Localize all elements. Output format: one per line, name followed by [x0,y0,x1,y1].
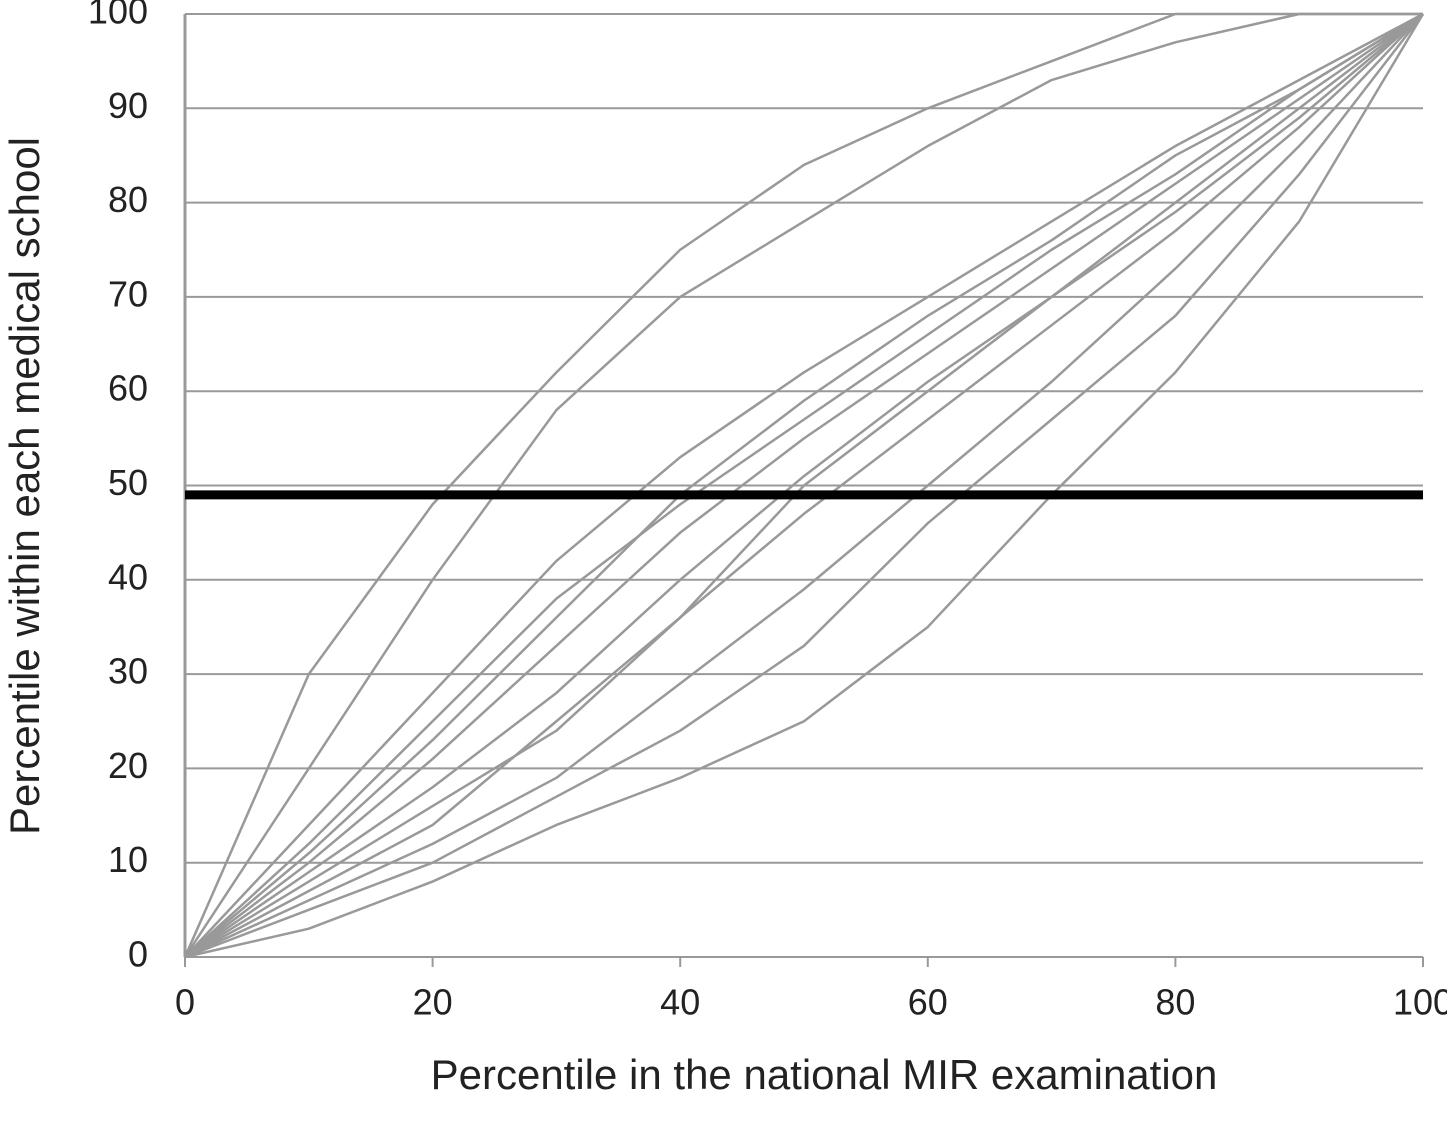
series-line [184,12,1424,958]
series-line [184,12,1424,958]
y-tick-label: 0 [128,934,148,975]
x-tick-label: 0 [175,982,195,1023]
series-line [184,13,1424,959]
x-tick-label: 80 [1155,982,1195,1023]
y-axis-label: Percentile within each medical school [1,137,48,835]
series-line [184,12,1424,958]
series-line [184,12,1424,958]
x-tick-label: 20 [413,982,453,1023]
x-axis-label: Percentile in the national MIR examinati… [431,1051,1218,1098]
series-line [184,13,1424,959]
y-tick-label: 30 [108,651,148,692]
y-tick-label: 70 [108,273,148,314]
series-line [183,12,1423,958]
x-tick-label: 100 [1393,982,1447,1023]
x-tick-label: 60 [908,982,948,1023]
y-tick-label: 60 [108,368,148,409]
series-line [184,13,1424,959]
y-tick-label: 80 [108,179,148,220]
x-tick-label: 40 [660,982,700,1023]
y-tick-label: 100 [88,0,148,32]
y-tick-label: 50 [108,462,148,503]
y-tick-label: 40 [108,556,148,597]
series-line [183,12,1423,958]
series-line [184,13,1424,959]
y-tick-label: 10 [108,839,148,880]
y-tick-label: 90 [108,85,148,126]
y-tick-label: 20 [108,745,148,786]
series-line [184,13,1425,959]
series-line [184,13,1424,959]
